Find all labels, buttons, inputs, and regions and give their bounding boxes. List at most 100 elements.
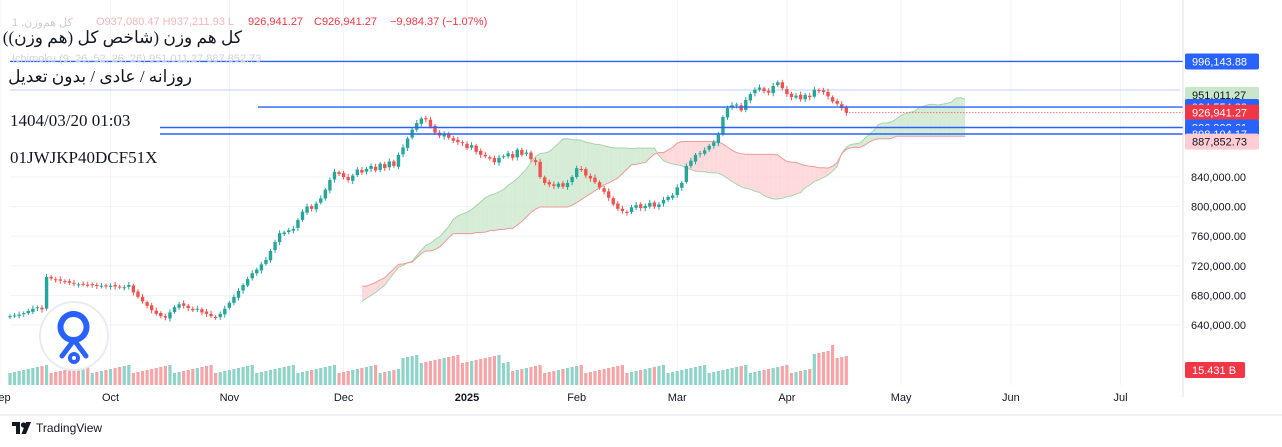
cloud-segment: [366, 284, 372, 299]
candle-body: [725, 108, 730, 118]
cloud-segment: [759, 154, 765, 196]
volume-bar: [460, 363, 465, 385]
ichimoku-cloud: [361, 97, 966, 302]
volume-bar: [831, 345, 835, 385]
volume-bar: [533, 366, 538, 385]
cloud-segment: [828, 166, 833, 175]
candle-body: [287, 230, 291, 233]
price-axis[interactable]: 840,000.00 800,000.00 760,000.00 720,000.00…: [1182, 0, 1282, 447]
cloud-segment: [512, 178, 518, 229]
candle-body: [638, 204, 643, 209]
volume-bar: [314, 369, 318, 385]
horizontal-levels[interactable]: [10, 60, 1183, 135]
volume-bar: [835, 358, 839, 385]
cloud-segment: [489, 194, 495, 231]
cloud-segment: [361, 286, 367, 302]
volume-bar: [593, 371, 597, 385]
volume-bar: [671, 372, 675, 385]
cloud-segment: [677, 141, 682, 166]
x-tick-label: Apr: [778, 392, 795, 404]
candle-body: [44, 276, 49, 309]
candle-body: [131, 285, 136, 293]
candle-body: [163, 316, 168, 318]
tradingview-brand[interactable]: TradingView: [12, 421, 102, 435]
volume-bar: [95, 372, 99, 385]
candle-body: [561, 183, 565, 187]
volume-bar: [81, 366, 85, 385]
candle-body: [584, 169, 588, 176]
volume-bar: [360, 368, 364, 385]
change-value: −9,984.37 (−1.07%): [390, 16, 488, 28]
volume-bar: [104, 370, 108, 385]
cloud-segment: [389, 268, 394, 280]
volume-bar: [648, 368, 652, 385]
candle-body: [181, 303, 186, 306]
cloud-segment: [435, 236, 440, 250]
candle-body: [565, 182, 570, 188]
volume-bar: [401, 358, 405, 385]
candle-body: [812, 89, 817, 97]
volume-bar: [652, 367, 656, 385]
volume-bar: [524, 368, 529, 385]
volume-bar: [76, 367, 81, 385]
candle-body: [305, 206, 309, 213]
cloud-segment: [672, 142, 678, 165]
cloud-segment: [745, 154, 751, 190]
volume-bar: [337, 373, 341, 385]
volume-bar: [474, 360, 478, 385]
candle-body: [533, 160, 538, 163]
candle-body: [680, 182, 684, 188]
y-tick-label: 800,000.00: [1191, 202, 1246, 214]
candle-body: [693, 154, 698, 162]
candle-body: [268, 251, 273, 261]
cloud-segment: [544, 151, 550, 207]
level-tag-bg: [1185, 53, 1259, 70]
candle-body: [739, 105, 743, 111]
volume-bar: [58, 371, 62, 385]
volume-bar: [278, 368, 282, 385]
volume-bar: [392, 370, 396, 385]
candle-body: [520, 150, 524, 155]
cloud-segment: [498, 189, 504, 230]
volume-bar: [159, 367, 163, 385]
volume-bar: [31, 368, 35, 385]
candle-body: [570, 177, 574, 183]
candle-body: [122, 287, 126, 289]
cloud-segment: [924, 104, 929, 137]
time-axis[interactable]: Sep Oct Nov Dec 2025 Feb Mar Apr May Jun Jul: [0, 392, 1282, 416]
volume-bar: [163, 366, 167, 385]
volume-bar: [113, 368, 117, 385]
volume-bar: [140, 371, 145, 385]
watermark-logo-icon: [39, 301, 109, 371]
candle-body: [22, 313, 26, 315]
candle-body: [597, 182, 602, 188]
candle-body: [383, 164, 387, 169]
volume-bar: [616, 366, 620, 385]
volume-bar: [442, 358, 446, 385]
cloud-segment: [567, 138, 573, 207]
volume-bar: [753, 372, 757, 385]
candle-body: [465, 143, 469, 149]
volume-bar: [300, 372, 305, 385]
cloud-segment: [805, 165, 810, 188]
candle-body: [328, 179, 332, 191]
candle-body: [657, 204, 661, 208]
candle-body: [282, 232, 286, 235]
candle-body: [675, 187, 679, 196]
cloud-segment: [882, 122, 888, 139]
candle-body: [355, 169, 360, 176]
candle-body: [332, 171, 337, 180]
cloud-segment: [585, 142, 591, 197]
cloud-segment: [608, 147, 614, 183]
candle-body: [794, 95, 798, 98]
candle-body: [780, 82, 785, 89]
volume-bar: [236, 368, 241, 385]
volume-bar: [817, 353, 821, 385]
candle-body: [149, 305, 154, 311]
volume-bar: [488, 357, 492, 385]
volume-bar: [255, 373, 259, 385]
x-tick-label: Dec: [334, 392, 354, 404]
volume-bar: [483, 358, 487, 385]
candle-body: [753, 89, 757, 94]
